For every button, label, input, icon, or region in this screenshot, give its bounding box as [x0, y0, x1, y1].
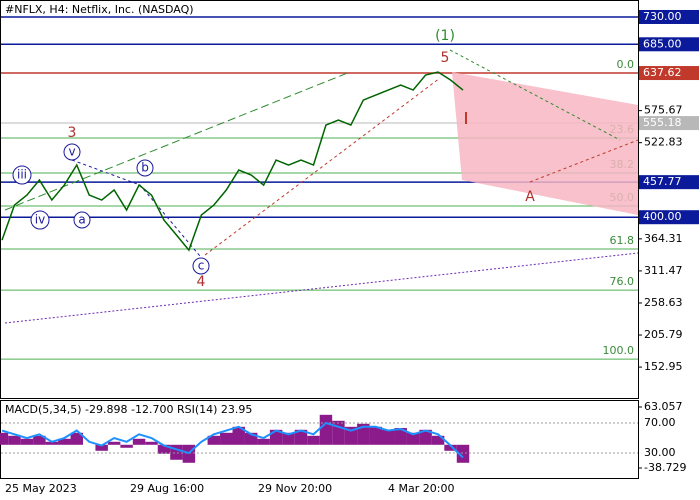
- y-tick-label: 311.47: [644, 264, 683, 277]
- macd-bar: [332, 420, 345, 445]
- rsi-tick-label: 70.00: [644, 416, 676, 429]
- wave-label: A: [525, 189, 535, 205]
- price-tag-label: 400.00: [643, 210, 682, 223]
- macd-bar: [145, 441, 158, 445]
- fib-label: 0.0: [617, 58, 635, 71]
- wave-label: 3: [68, 125, 77, 141]
- price-tag: [639, 175, 699, 190]
- y-tick-label: 205.79: [644, 328, 683, 341]
- rsi-tick-label: 30.00: [644, 446, 676, 459]
- fib-label: 61.8: [610, 234, 635, 247]
- macd-bar: [207, 435, 221, 445]
- price-tag: [639, 116, 699, 131]
- macd-bar: [394, 427, 407, 445]
- main-panel: [0, 0, 639, 399]
- wave-label: v: [68, 145, 75, 159]
- macd-bar: [419, 429, 432, 445]
- wave-label: iv: [35, 213, 45, 227]
- macd-bar: [8, 435, 21, 445]
- price-tag: [639, 66, 699, 81]
- macd-bar: [357, 423, 370, 445]
- wave-label: a: [78, 213, 85, 227]
- fib-label: 76.0: [610, 275, 635, 288]
- price-tag-label: 555.18: [643, 116, 682, 129]
- wave-label: 5: [441, 50, 450, 66]
- x-tick-label: 29 Aug 16:00: [130, 482, 204, 495]
- wave-circles: [12, 143, 210, 275]
- indicator-label: MACD(5,34,5) -29.898 -12.700 RSI(14) 23.…: [5, 403, 252, 416]
- wave-line: [529, 139, 639, 183]
- macd-bar: [120, 444, 133, 448]
- macd-bar: [20, 438, 34, 445]
- macd-bar: [257, 438, 270, 445]
- wave-label: iii: [17, 168, 27, 182]
- forecast-zone: [452, 72, 638, 215]
- circle: [30, 210, 50, 230]
- price-tag-label: 685.00: [643, 37, 682, 50]
- macd-bar: [307, 435, 320, 445]
- price-tag: [639, 9, 699, 24]
- price-tag-label: 730.00: [643, 10, 682, 23]
- macd-bar: [157, 444, 171, 454]
- fib-label: 100.0: [603, 344, 635, 357]
- circle: [73, 211, 91, 229]
- price-tag-label: 457.77: [643, 175, 682, 188]
- wave-label: b: [141, 161, 149, 175]
- macd-bar: [107, 441, 121, 445]
- circle: [63, 143, 81, 161]
- macd-bar: [45, 441, 59, 445]
- macd-bar: [344, 426, 358, 445]
- y-tick-label: 522.83: [644, 136, 683, 149]
- x-tick-label: 25 May 2023: [5, 482, 77, 495]
- y-tick-label: 152.95: [644, 360, 683, 373]
- macd-bar: [132, 438, 146, 445]
- circle: [12, 165, 32, 185]
- macd-bar: [70, 432, 83, 445]
- macd-bar: [220, 432, 233, 445]
- macd-bar: [406, 432, 420, 445]
- macd-bar: [294, 429, 308, 445]
- y2-tick-label: 63.057: [644, 400, 683, 413]
- macd-bar: [369, 426, 383, 445]
- macd-bar: [282, 432, 295, 445]
- price-line: [1, 71, 464, 252]
- price-tag-label: 637.62: [643, 66, 682, 79]
- macd-bar: [244, 432, 258, 445]
- wave-line: [204, 77, 441, 256]
- wave-label: c: [198, 259, 205, 273]
- macd-bar: [456, 444, 470, 463]
- y2-tick-label: -38.729: [644, 461, 686, 474]
- y-tick-label: 258.63: [644, 296, 683, 309]
- wave-label: 4: [197, 274, 206, 290]
- macd-bar: [95, 444, 108, 451]
- macd-bar: [33, 435, 46, 445]
- wave-label: (1): [435, 28, 455, 44]
- price-tag: [639, 210, 699, 225]
- macd-bar: [58, 438, 71, 445]
- chart-title: #NFLX, H4: Netflix, Inc. (NASDAQ): [5, 3, 194, 16]
- circle: [192, 257, 210, 275]
- x-tick-label: 4 Mar 20:00: [388, 482, 454, 495]
- macd-bar: [319, 414, 333, 445]
- macd-bar: [0, 432, 9, 445]
- wave-line: [449, 49, 621, 141]
- macd-bar: [232, 426, 245, 445]
- price-tag: [639, 37, 699, 52]
- circle: [136, 159, 154, 177]
- y-tick-label: 364.31: [644, 232, 683, 245]
- macd-bar: [431, 435, 445, 445]
- rsi-line: [1, 421, 464, 459]
- y-tick-label: 575.67: [644, 104, 683, 117]
- x-tick-label: 29 Nov 20:00: [258, 482, 332, 495]
- macd-bar: [444, 444, 457, 451]
- macd-bar: [382, 429, 395, 445]
